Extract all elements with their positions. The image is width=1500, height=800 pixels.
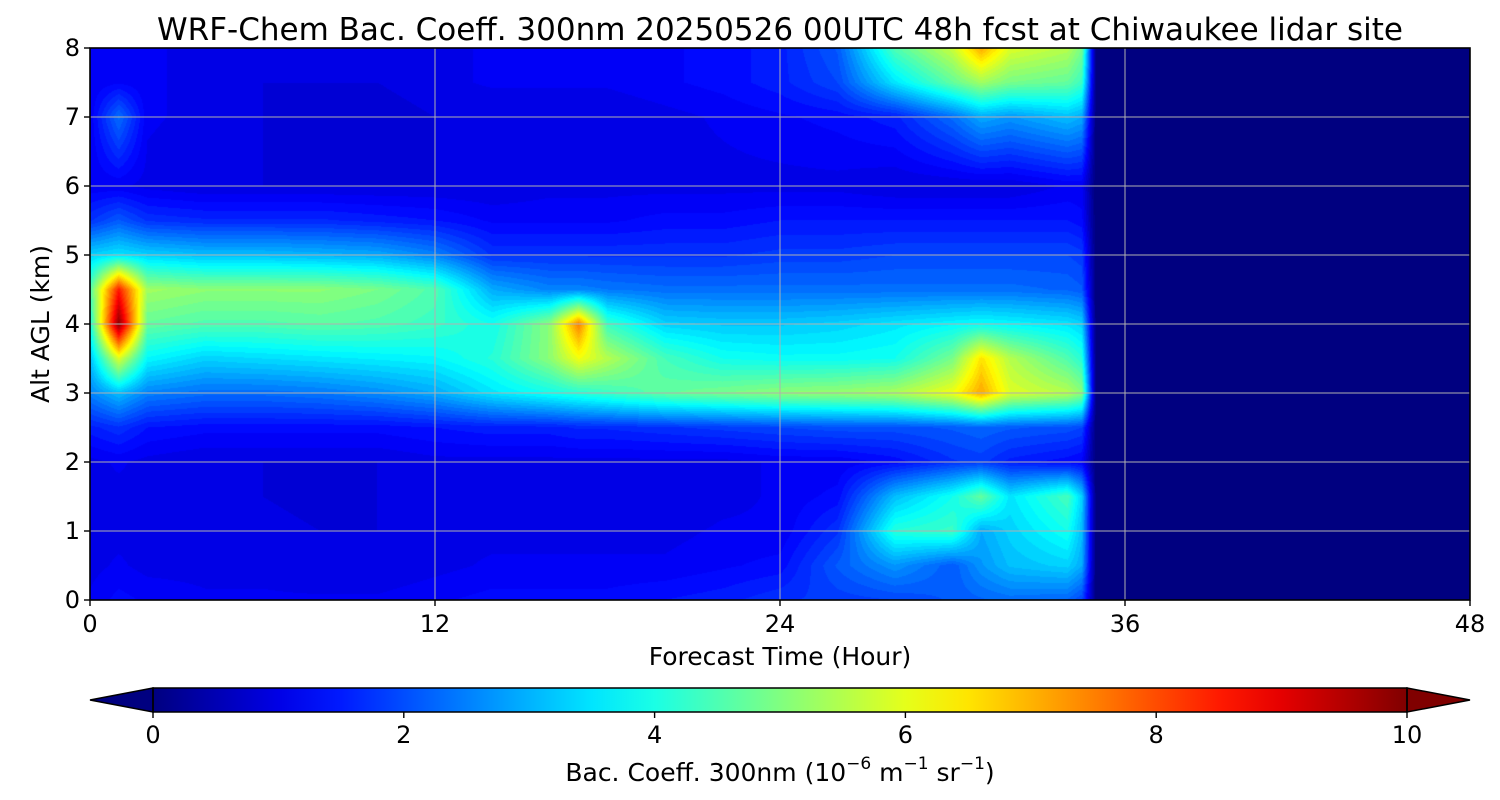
colorbar-label-close: ) [985,758,995,787]
y-tick-label: 7 [65,103,80,131]
x-tick-label: 48 [1455,610,1486,638]
colorbar-extend-low [89,687,154,713]
colorbar-label-exp2: −1 [904,754,929,774]
x-axis-label: Forecast Time (Hour) [649,642,912,671]
x-tick-label: 0 [82,610,97,638]
colorbar-label-unit-sr: sr [929,758,961,787]
y-tick-label: 3 [65,379,80,407]
colorbar-tick-label: 6 [898,721,913,749]
y-axis-ticks: 0 1 2 3 4 5 6 7 8 [65,34,90,614]
y-tick-label: 0 [65,586,80,614]
colorbar-label: Bac. Coeff. 300nm (10−6 m−1 sr−1) [565,754,994,787]
y-tick-label: 8 [65,34,80,62]
y-tick-label: 4 [65,310,80,338]
colorbar: 0 2 4 6 8 10 Bac. Coeff. 300nm (10−6 m−1 sr−1… [89,687,1471,787]
y-tick-label: 1 [65,517,80,545]
y-tick-label: 5 [65,241,80,269]
colorbar-label-exp3: −1 [960,754,985,774]
colorbar-tick-label: 4 [647,721,662,749]
x-tick-label: 12 [420,610,451,638]
x-tick-label: 24 [765,610,796,638]
colorbar-tick-label: 10 [1392,721,1423,749]
plot-area [89,47,1471,601]
colorbar-frame [152,687,1408,713]
chart-title: WRF-Chem Bac. Coeff. 300nm 20250526 00UT… [157,12,1403,48]
colorbar-ticks: 0 2 4 6 8 10 [145,712,1422,749]
colorbar-gradient [153,688,1407,712]
colorbar-label-unit-m: m [871,758,903,787]
y-tick-label: 6 [65,172,80,200]
x-axis-ticks: 0 12 24 36 48 [82,600,1485,638]
colorbar-tick-label: 8 [1149,721,1164,749]
x-tick-label: 36 [1110,610,1141,638]
colorbar-label-exp1: −6 [846,754,871,774]
colorbar-label-main: Bac. Coeff. 300nm (10 [565,758,846,787]
colorbar-tick-label: 0 [145,721,160,749]
colorbar-tick-label: 2 [396,721,411,749]
colorbar-extend-high [1406,687,1471,713]
y-tick-label: 2 [65,448,80,476]
y-axis-label: Alt AGL (km) [26,245,55,403]
